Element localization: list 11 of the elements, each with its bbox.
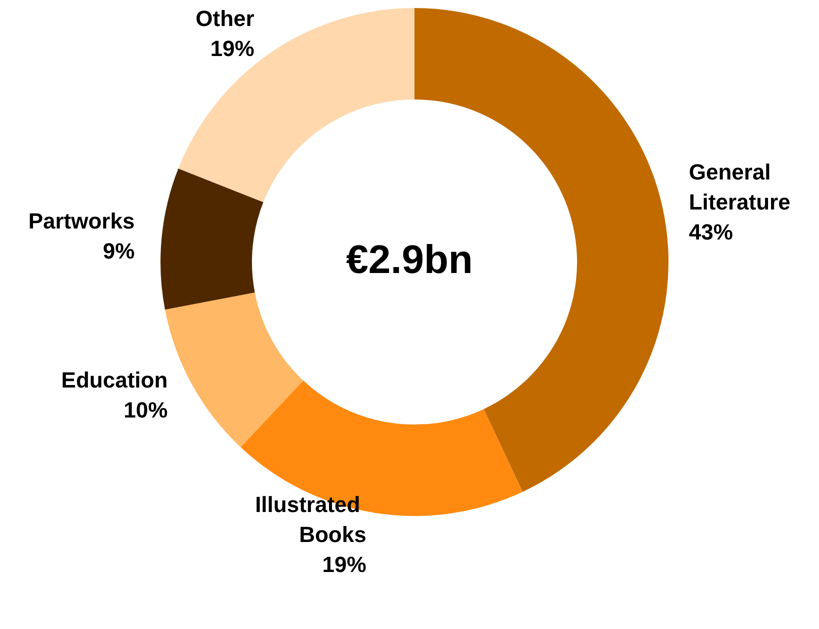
data-label: 43%	[688, 219, 733, 244]
data-label: 9%	[102, 238, 135, 264]
data-label: 19%	[322, 552, 366, 578]
data-label: 10%	[124, 397, 168, 422]
slice-label: General Literature	[688, 159, 790, 214]
text: €2.9bn	[346, 238, 473, 282]
data-label: 19%	[210, 36, 254, 62]
slice-label: Partworks	[28, 208, 135, 234]
slice-label: Education	[61, 367, 168, 392]
slice-label: Illustrated Books	[255, 492, 366, 548]
slice-label: Other	[196, 6, 255, 32]
